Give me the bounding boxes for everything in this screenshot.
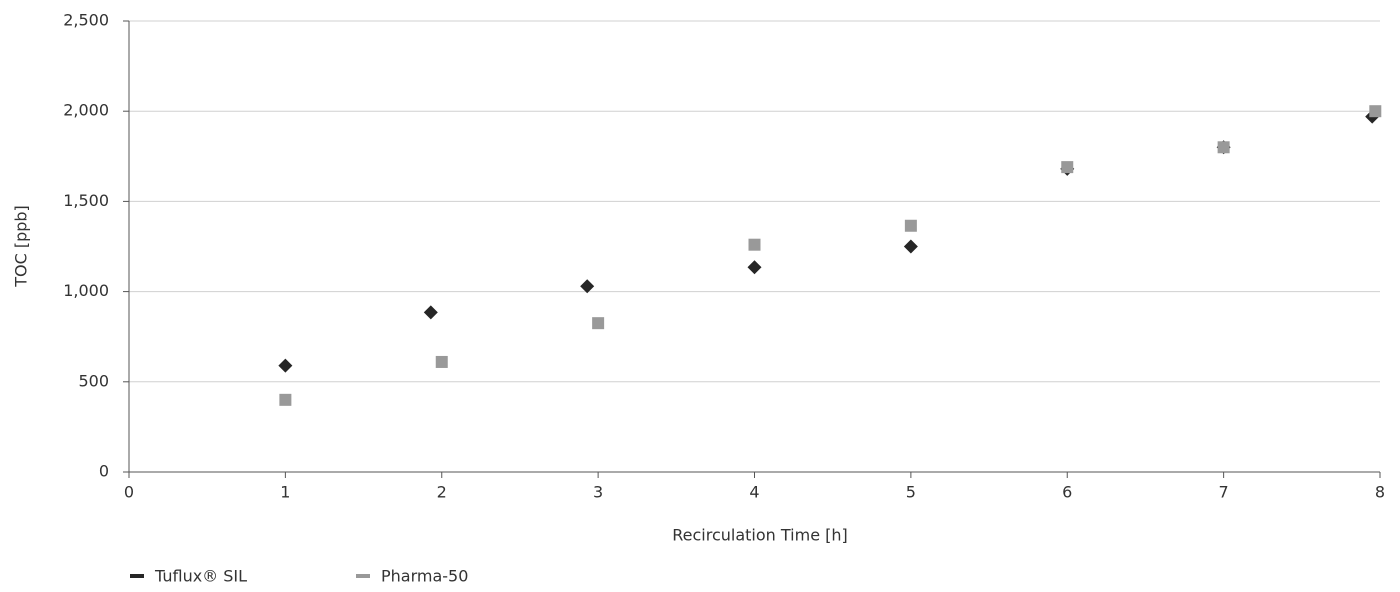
- x-axis-label: Recirculation Time [h]: [672, 526, 848, 545]
- y-tick-label: 2,000: [63, 101, 109, 120]
- point: [279, 393, 292, 406]
- point: [904, 219, 917, 232]
- point: [278, 358, 293, 373]
- legend-label: Tuflux® SIL: [154, 567, 247, 586]
- y-tick-label: 1,000: [63, 281, 109, 300]
- y-tick-label: 0: [99, 462, 109, 481]
- point: [1061, 161, 1074, 174]
- point: [747, 260, 762, 275]
- point: [903, 239, 918, 254]
- x-tick-label: 8: [1375, 483, 1385, 502]
- x-tick-label: 3: [593, 483, 603, 502]
- y-tick-label: 2,500: [63, 11, 109, 30]
- point: [592, 317, 605, 330]
- y-tick-label: 500: [78, 371, 109, 390]
- point: [435, 355, 448, 368]
- legend-label: Pharma-50: [381, 567, 468, 586]
- x-tick-label: 4: [749, 483, 759, 502]
- point: [1369, 105, 1382, 118]
- x-tick-label: 7: [1219, 483, 1229, 502]
- point: [423, 305, 438, 320]
- y-axis-label: TOC [ppb]: [12, 205, 31, 288]
- x-tick-label: 5: [906, 483, 916, 502]
- x-tick-label: 1: [280, 483, 290, 502]
- x-tick-label: 2: [437, 483, 447, 502]
- legend-swatch: [130, 574, 144, 578]
- point: [580, 279, 595, 294]
- x-tick-label: 6: [1062, 483, 1072, 502]
- legend-swatch: [356, 574, 370, 578]
- point: [1217, 141, 1230, 154]
- x-tick-label: 0: [124, 483, 134, 502]
- y-tick-label: 1,500: [63, 191, 109, 210]
- point: [748, 238, 761, 251]
